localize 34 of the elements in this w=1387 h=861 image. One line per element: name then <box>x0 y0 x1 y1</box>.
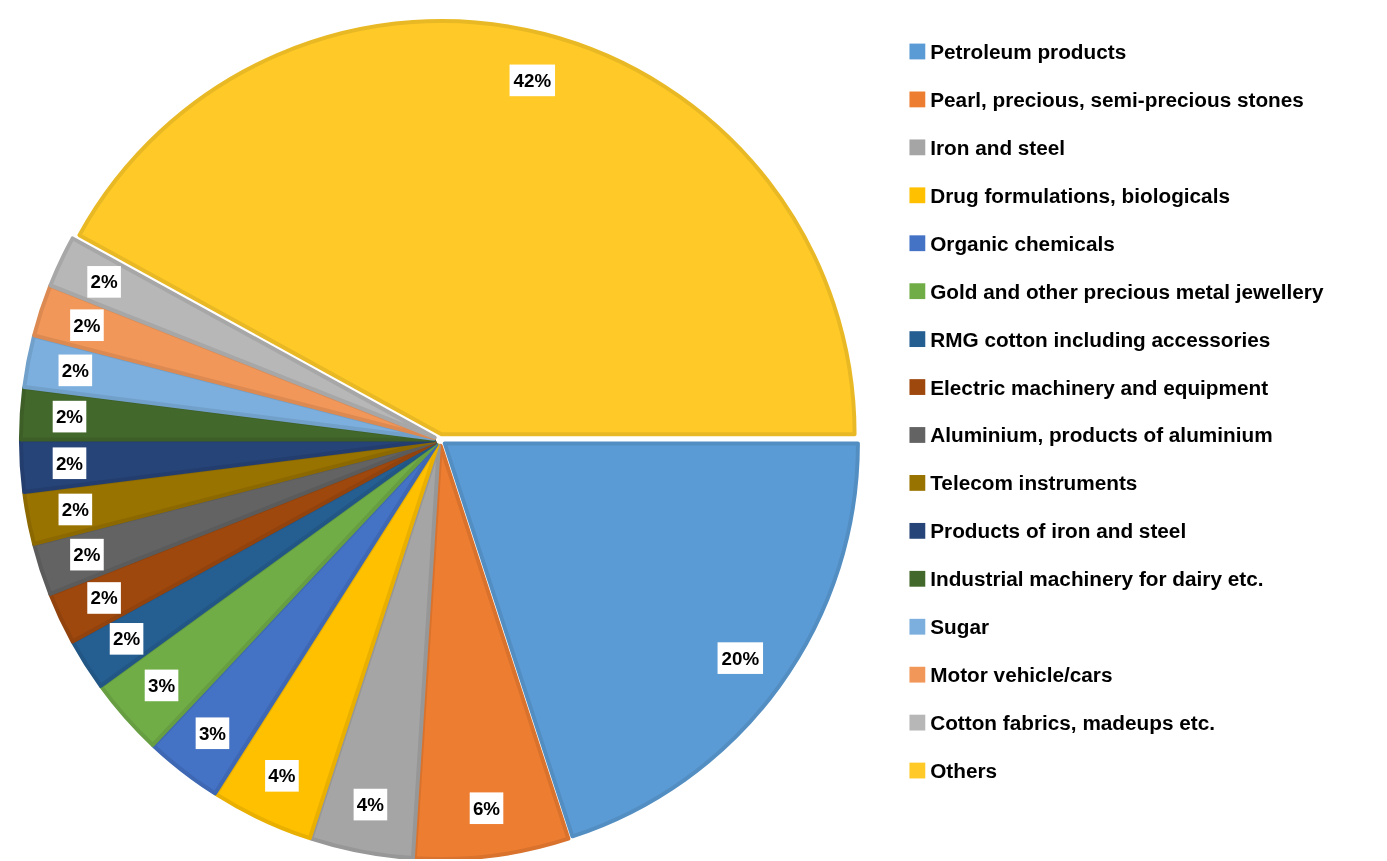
legend-label: Telecom instruments <box>930 471 1138 495</box>
data-label: 3% <box>147 674 176 696</box>
legend-label: Motor vehicle/cars <box>930 663 1113 687</box>
pie-slice <box>442 441 860 839</box>
data-label: 4% <box>356 794 385 816</box>
legend-label: Drug formulations, biologicals <box>930 183 1230 207</box>
legend-label: Gold and other precious metal jewellery <box>930 279 1324 303</box>
data-label: 2% <box>73 314 101 336</box>
data-label: 20% <box>721 647 760 669</box>
data-label: 2% <box>90 271 118 293</box>
legend-label: Products of iron and steel <box>930 519 1187 543</box>
data-label: 2% <box>112 628 141 650</box>
data-label: 2% <box>73 544 101 566</box>
legend-label: Industrial machinery for dairy etc. <box>930 567 1264 591</box>
legend-label: Aluminium, products of aluminium <box>930 423 1273 447</box>
data-label: 6% <box>472 797 501 819</box>
legend-label: Pearl, precious, semi-precious stones <box>930 87 1304 111</box>
data-label: 2% <box>55 452 84 474</box>
data-label: 2% <box>90 587 118 609</box>
data-label: 2% <box>55 406 84 428</box>
data-label: 42% <box>513 69 552 91</box>
legend-label: Sugar <box>930 615 990 639</box>
data-label: 2% <box>61 498 90 520</box>
legend-label: Others <box>930 759 998 783</box>
legend-label: RMG cotton including accessories <box>930 327 1271 351</box>
legend-label: Cotton fabrics, madeups etc. <box>930 711 1216 735</box>
data-label: 2% <box>61 359 90 381</box>
data-label: 3% <box>198 722 227 744</box>
pie-slice <box>48 236 437 440</box>
legend-label: Electric machinery and equipment <box>930 375 1269 399</box>
data-label: 4% <box>268 765 296 787</box>
legend-label: Organic chemicals <box>930 231 1115 255</box>
legend-label: Petroleum products <box>930 39 1127 63</box>
legend-label: Iron and steel <box>930 135 1066 159</box>
